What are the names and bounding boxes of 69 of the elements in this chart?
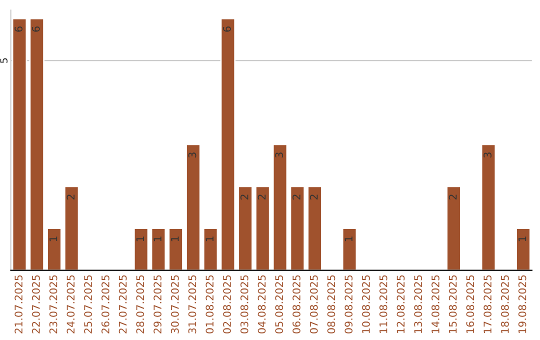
bar bbox=[64, 186, 80, 270]
bar bbox=[516, 228, 531, 270]
data-label: 2 bbox=[66, 194, 74, 200]
data-label: 1 bbox=[50, 236, 58, 242]
bar bbox=[238, 186, 253, 270]
data-label: 2 bbox=[240, 194, 248, 200]
x-tick-label: 27.07.2025 bbox=[118, 275, 127, 334]
data-label: 1 bbox=[206, 236, 214, 242]
x-tick-label: 22.07.2025 bbox=[32, 275, 40, 334]
bar bbox=[202, 228, 218, 270]
x-tick-label: 18.08.2025 bbox=[500, 275, 509, 333]
x-tick-label: 14.08.2025 bbox=[432, 275, 440, 333]
data-label: 3 bbox=[484, 152, 492, 158]
bar bbox=[446, 186, 462, 270]
data-label: 1 bbox=[344, 236, 352, 242]
x-tick-label: 24.07.2025 bbox=[66, 275, 75, 334]
x-tick-label: 10.08.2025 bbox=[362, 275, 370, 333]
data-label: 3 bbox=[188, 152, 196, 158]
x-tick-label: 26.07.2025 bbox=[101, 275, 110, 334]
bar bbox=[186, 144, 201, 270]
x-tick-label: 12.08.2025 bbox=[396, 275, 405, 333]
x-tick-label: 21.07.2025 bbox=[14, 275, 23, 334]
x-tick-label: 17.08.2025 bbox=[484, 275, 492, 333]
data-label: 1 bbox=[518, 236, 526, 242]
bar bbox=[255, 186, 270, 270]
data-label: 1 bbox=[171, 236, 179, 242]
data-label: 3 bbox=[275, 152, 284, 158]
x-tick-label: 30.07.2025 bbox=[170, 275, 179, 334]
data-label: 6 bbox=[32, 26, 40, 32]
x-tick-label: 13.08.2025 bbox=[414, 275, 422, 333]
x-tick-label: 02.08.2025 bbox=[223, 275, 231, 334]
data-label: 2 bbox=[258, 194, 266, 200]
x-tick-label: 16.08.2025 bbox=[466, 275, 474, 333]
bar bbox=[307, 186, 322, 270]
x-tick-label: 19.08.2025 bbox=[518, 275, 526, 333]
bar bbox=[12, 18, 28, 270]
x-tick-label: 29.07.2025 bbox=[154, 275, 162, 334]
x-tick-label: 07.08.2025 bbox=[310, 275, 318, 334]
bar bbox=[342, 228, 358, 270]
x-tick-label: 03.08.2025 bbox=[240, 275, 248, 334]
x-tick-label: 31.07.2025 bbox=[188, 275, 196, 334]
x-tick-label: 06.08.2025 bbox=[292, 275, 300, 334]
x-tick-label: 04.08.2025 bbox=[258, 275, 266, 334]
x-tick-label: 15.08.2025 bbox=[448, 275, 457, 333]
x-tick-label: 11.08.2025 bbox=[379, 275, 388, 333]
bar bbox=[220, 18, 236, 270]
x-tick-label: 09.08.2025 bbox=[344, 275, 353, 334]
x-tick-label: 05.08.2025 bbox=[275, 275, 284, 334]
bar bbox=[133, 228, 149, 270]
x-tick-label: 25.07.2025 bbox=[84, 275, 92, 334]
data-label: 2 bbox=[310, 194, 318, 200]
data-label: 1 bbox=[154, 236, 162, 242]
bar bbox=[168, 228, 184, 270]
data-label: 2 bbox=[292, 194, 300, 200]
bar bbox=[29, 18, 44, 270]
bar bbox=[150, 228, 166, 270]
bar bbox=[290, 186, 306, 270]
data-label: 2 bbox=[448, 194, 457, 200]
x-tick-label: 08.08.2025 bbox=[327, 275, 336, 334]
x-tick-label: 28.07.2025 bbox=[136, 275, 144, 334]
data-label: 6 bbox=[223, 26, 231, 32]
data-label: 6 bbox=[14, 26, 23, 32]
y-tick-label: 5 bbox=[0, 58, 8, 63]
x-tick-label: 23.07.2025 bbox=[49, 275, 58, 334]
x-tick-label: 01.08.2025 bbox=[206, 275, 214, 334]
bar bbox=[46, 228, 62, 270]
bar bbox=[480, 144, 496, 270]
data-label: 1 bbox=[136, 236, 144, 242]
bar bbox=[272, 144, 288, 270]
